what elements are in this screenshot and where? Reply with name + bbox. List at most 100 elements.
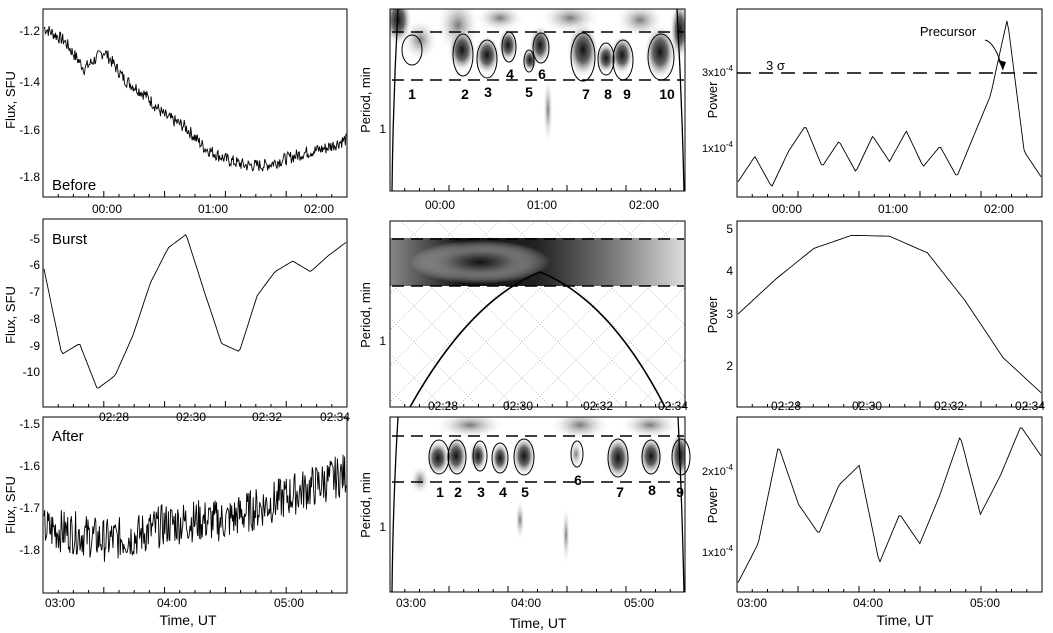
before-title: Before <box>52 177 96 194</box>
before-pow-xtick-0: 00:00 <box>772 202 802 216</box>
after-osc-label-8: 8 <box>648 482 656 498</box>
after-flux-series-line <box>43 454 347 562</box>
after-wav-xtick-1: 04:00 <box>511 596 541 610</box>
burst-title: Burst <box>52 231 88 248</box>
before-osc-label-4: 4 <box>506 66 514 82</box>
burst-wav-xtick-3: 02:34 <box>658 399 688 413</box>
after-pow-xtick-2: 05:00 <box>970 596 1000 610</box>
after-osc-label-6: 6 <box>574 472 582 488</box>
after-pow-xtick-1: 04:00 <box>853 596 883 610</box>
burst-flux-ytick-0: -5 <box>29 232 40 246</box>
burst-flux-xtick-3: 02:34 <box>320 410 350 424</box>
burst-flux-ylabel: Flux, SFU <box>3 286 18 344</box>
before-oscillation-markers <box>401 31 675 82</box>
before-wavelet-map <box>390 9 685 145</box>
burst-pow-xtick-3: 02:34 <box>1015 399 1045 413</box>
after-flux-xtick-2: 05:00 <box>274 596 304 610</box>
before-period-ylabel: Period, min <box>358 67 373 133</box>
before-power-ytick-1e4: 1x10-4 <box>702 140 734 155</box>
burst-flux-series-line <box>43 234 347 389</box>
before-osc-label-10: 10 <box>659 86 675 102</box>
before-osc-label-6: 6 <box>538 66 546 82</box>
after-power-series-line <box>737 427 1042 583</box>
period-xlabel: Time, UT <box>509 615 566 631</box>
after-osc-label-1: 1 <box>436 484 444 500</box>
before-flux-frame <box>42 8 348 198</box>
burst-flux-ytick-2: -7 <box>29 285 40 299</box>
precursor-label: Precursor <box>920 24 977 39</box>
burst-power-ytick-1: 4 <box>726 264 733 278</box>
after-wav-xtick-2: 05:00 <box>624 596 654 610</box>
before-wav-xtick-1: 01:00 <box>527 198 557 212</box>
after-osc-label-4: 4 <box>499 484 507 500</box>
before-flux-ytick-3: -1.8 <box>19 170 40 184</box>
burst-power-series-line <box>737 234 1042 394</box>
after-oscillation-markers <box>428 438 691 478</box>
after-power-ytick-1e4: 1x10-4 <box>702 544 734 559</box>
after-title: After <box>52 428 84 445</box>
burst-period-ytick: 1 <box>379 334 386 348</box>
before-flux-ylabel: Flux, SFU <box>3 71 18 129</box>
burst-flux-xtick-1: 02:30 <box>176 410 206 424</box>
before-flux-ytick-2: -1.6 <box>19 123 40 137</box>
before-flux-xtick-0: 00:00 <box>92 202 122 216</box>
after-flux-ytick-3: -1.8 <box>19 543 40 557</box>
burst-wavelet-map <box>390 221 685 407</box>
before-flux-ytick-1: -1.4 <box>19 75 40 89</box>
burst-wav-xtick-2: 02:32 <box>583 399 613 413</box>
before-flux-xtick-1: 01:00 <box>198 202 228 216</box>
after-period-ytick: 1 <box>379 520 386 534</box>
burst-flux-ytick-4: -9 <box>29 339 40 353</box>
burst-flux-xtick-2: 02:32 <box>252 410 282 424</box>
after-power-ylabel: Power <box>705 486 720 524</box>
after-flux-xtick-1: 04:00 <box>157 596 187 610</box>
before-osc-label-7: 7 <box>582 86 590 102</box>
burst-power-ytick-2: 3 <box>726 307 733 321</box>
before-osc-label-9: 9 <box>623 86 631 102</box>
burst-wav-xtick-0: 02:28 <box>428 399 458 413</box>
before-pow-xtick-1: 01:00 <box>878 202 908 216</box>
after-osc-label-7: 7 <box>616 484 624 500</box>
burst-flux-xtick-0: 02:28 <box>99 410 129 424</box>
after-osc-label-9: 9 <box>676 484 684 500</box>
before-power-series-line <box>737 20 1042 187</box>
burst-period-ylabel: Period, min <box>358 282 373 348</box>
after-osc-label-3: 3 <box>477 484 485 500</box>
after-flux-ytick-1: -1.6 <box>19 459 40 473</box>
after-flux-ytick-0: -1.5 <box>19 417 40 431</box>
after-pow-xtick-0: 03:00 <box>737 596 767 610</box>
before-period-ytick: 1 <box>379 122 386 136</box>
power-xlabel: Time, UT <box>876 612 933 628</box>
before-osc-label-8: 8 <box>604 86 612 102</box>
burst-pow-xtick-2: 02:32 <box>934 399 964 413</box>
before-power-frame <box>736 8 1043 198</box>
sigma-label: 3 σ <box>766 58 785 73</box>
burst-flux-frame <box>42 218 348 408</box>
after-flux-xtick-0: 03:00 <box>45 596 75 610</box>
after-osc-label-5: 5 <box>521 484 529 500</box>
after-power-ytick-2e4: 2x10-4 <box>702 463 734 478</box>
burst-pow-xtick-0: 02:28 <box>771 399 801 413</box>
after-flux-frame <box>42 416 348 594</box>
burst-pow-xtick-1: 02:30 <box>852 399 882 413</box>
after-period-ylabel: Period, min <box>358 472 373 538</box>
before-power-ytick-3e4: 3x10-4 <box>702 64 734 79</box>
after-flux-ylabel: Flux, SFU <box>3 476 18 534</box>
burst-power-ytick-3: 2 <box>726 359 733 373</box>
burst-power-frame <box>736 220 1043 408</box>
after-wav-xtick-0: 03:00 <box>396 596 426 610</box>
before-wav-xtick-2: 02:00 <box>629 198 659 212</box>
before-flux-xtick-2: 02:00 <box>304 202 334 216</box>
before-flux-series-line <box>43 25 347 172</box>
burst-flux-ytick-5: -10 <box>23 365 41 379</box>
burst-wav-xtick-1: 02:30 <box>503 399 533 413</box>
after-flux-ytick-2: -1.7 <box>19 501 40 515</box>
before-osc-label-3: 3 <box>484 84 492 100</box>
burst-flux-ytick-1: -6 <box>29 258 40 272</box>
before-power-ylabel: Power <box>705 81 720 119</box>
after-power-frame <box>736 416 1043 593</box>
before-wav-xtick-0: 00:00 <box>425 198 455 212</box>
burst-power-ylabel: Power <box>705 296 720 334</box>
before-osc-label-1: 1 <box>408 86 416 102</box>
